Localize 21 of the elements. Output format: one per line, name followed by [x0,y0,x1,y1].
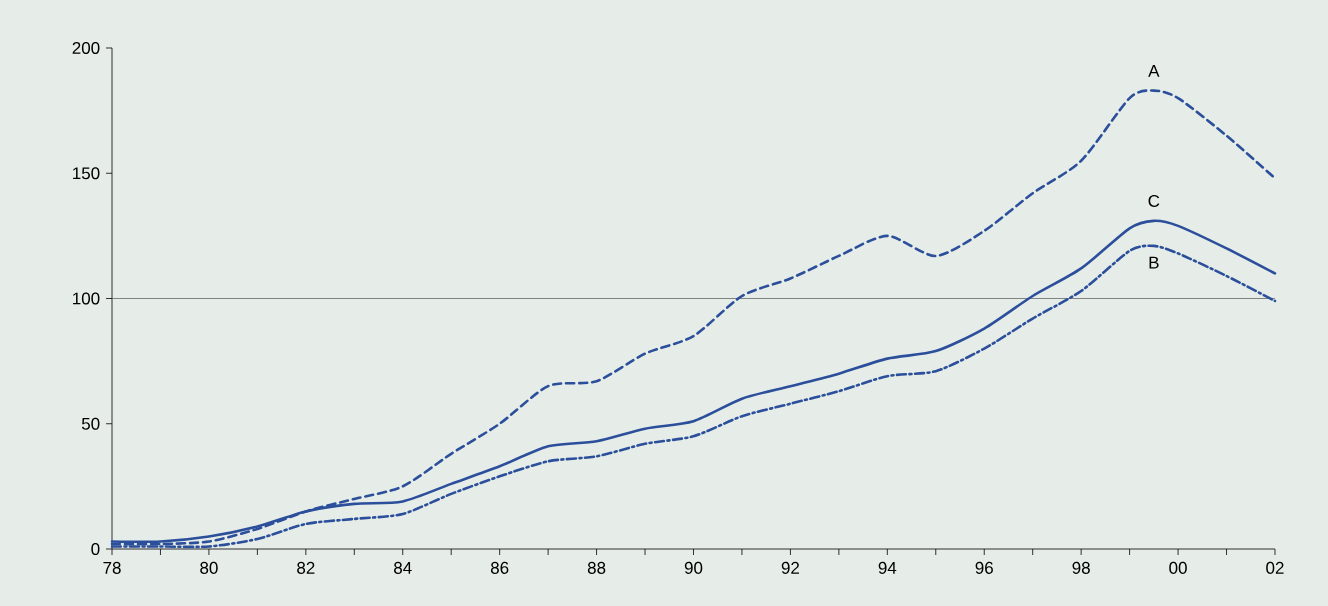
x-tick-label: 88 [587,561,606,574]
x-tick-label: 02 [1266,561,1284,574]
x-tick-label: 80 [200,561,218,574]
series-label: B [1149,256,1159,269]
x-tick-label: 92 [781,561,799,574]
y-tick-label: 150 [73,167,100,180]
x-tick-label: 94 [878,561,897,574]
y-tick-label: 200 [72,41,100,55]
x-tick-label: 78 [103,561,121,574]
x-tick-label: 96 [975,561,993,574]
x-tick-label: 00 [1169,561,1187,574]
x-tick-label: 90 [684,561,703,574]
series-label: A [1148,65,1160,77]
series-label: C [1148,194,1160,207]
x-tick-label: 98 [1072,561,1090,574]
x-tick-label: 82 [297,561,315,574]
x-tick-label: 86 [490,561,509,574]
y-tick-label: 50 [81,417,100,430]
x-tick-label: 84 [394,561,412,574]
y-tick-label: 0 [91,542,100,556]
y-tick-label: 100 [73,292,100,305]
